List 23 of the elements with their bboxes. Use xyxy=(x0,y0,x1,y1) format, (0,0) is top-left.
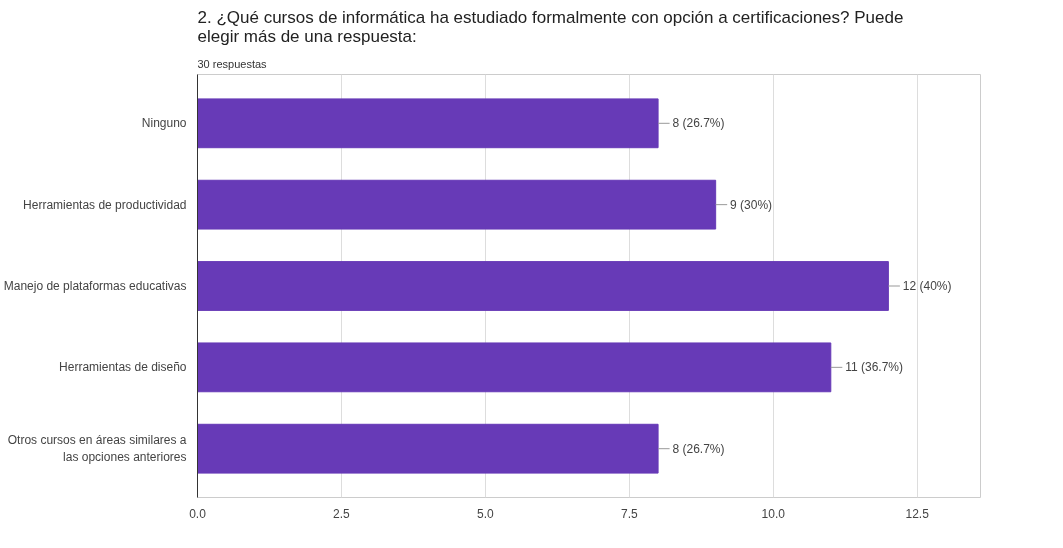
bar xyxy=(197,98,659,149)
data-label: 9 (30%) xyxy=(730,197,773,212)
y-tick-label: Otros cursos en áreas similares a las opciones anteriores xyxy=(7,433,187,465)
bar xyxy=(197,423,659,474)
x-tick-label: 7.5 xyxy=(620,506,638,521)
bar xyxy=(197,261,889,311)
bar xyxy=(197,342,832,393)
data-label: 12 (40%) xyxy=(902,279,952,293)
x-tick-label: 0.0 xyxy=(189,506,207,521)
y-tick-label: Herramientas de productividad xyxy=(23,197,187,212)
chart-subtitle: 30 respuestas xyxy=(197,57,268,70)
data-label: 11 (36.7%) xyxy=(845,360,904,375)
x-tick-label: 5.0 xyxy=(477,506,495,521)
y-tick-label: Herramientas de diseño xyxy=(59,360,187,375)
data-label: 8 (26.7%) xyxy=(672,441,725,456)
bar xyxy=(197,179,717,230)
x-tick-label: 12.5 xyxy=(905,506,930,521)
y-tick-label: Ninguno xyxy=(141,116,187,131)
y-tick-label: Manejo de plataformas educativas xyxy=(3,279,187,293)
x-tick-label: 10.0 xyxy=(761,506,786,521)
data-label: 8 (26.7%) xyxy=(672,116,725,131)
chart-title: 2. ¿Qué cursos de informática ha estudiado formalmente con opción a certificaciones? Puede elegir más de una respuesta: xyxy=(197,7,904,46)
x-tick-label: 2.5 xyxy=(333,506,351,521)
